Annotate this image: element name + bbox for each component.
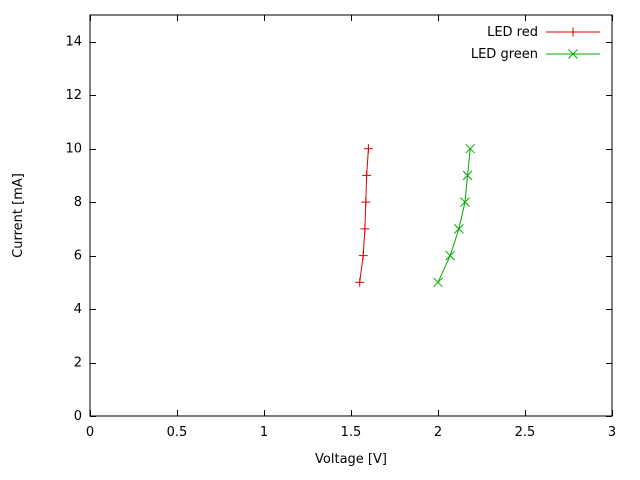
cross-marker-pt xyxy=(454,224,464,234)
y-tick-label: 4 xyxy=(74,302,82,317)
legend-label: LED red xyxy=(487,25,538,40)
series-line-1 xyxy=(437,148,471,283)
x-tick-label: 2 xyxy=(434,425,442,440)
x-tick-label: 0 xyxy=(86,425,94,440)
y-tick-label: 6 xyxy=(74,249,82,264)
x-tick-label: 3 xyxy=(608,425,616,440)
x-tick-label: 2.5 xyxy=(515,425,536,440)
plus-marker-pt xyxy=(361,197,371,207)
series-line-0 xyxy=(359,148,369,283)
cross-marker-pt xyxy=(465,143,476,154)
cross-marker-pt xyxy=(462,170,473,181)
plus-marker-legend xyxy=(568,27,578,37)
y-axis-label: Current [mA] xyxy=(11,173,26,258)
y-tick-label: 10 xyxy=(65,142,82,157)
plus-marker-pt xyxy=(358,251,368,261)
plus-marker-pt xyxy=(355,277,365,287)
y-tick-label: 0 xyxy=(74,409,82,424)
x-tick-label: 1.5 xyxy=(341,425,362,440)
y-tick-label: 2 xyxy=(74,356,82,371)
x-tick-label: 0.5 xyxy=(167,425,188,440)
cross-marker-legend xyxy=(568,49,578,59)
plot-border xyxy=(89,14,613,417)
cross-marker-pt xyxy=(433,277,443,288)
cross-marker-pt xyxy=(445,250,456,261)
legend-label: LED green xyxy=(471,47,538,62)
plus-marker-pt xyxy=(362,170,372,180)
x-axis-label: Voltage [V] xyxy=(315,452,387,467)
plus-marker-pt xyxy=(363,144,373,154)
x-tick-label: 1 xyxy=(260,425,268,440)
y-tick-label: 14 xyxy=(65,35,82,50)
y-tick-label: 12 xyxy=(65,88,82,103)
y-tick-label: 8 xyxy=(74,195,82,210)
cross-marker-pt xyxy=(460,197,470,207)
plus-marker-pt xyxy=(360,224,370,234)
